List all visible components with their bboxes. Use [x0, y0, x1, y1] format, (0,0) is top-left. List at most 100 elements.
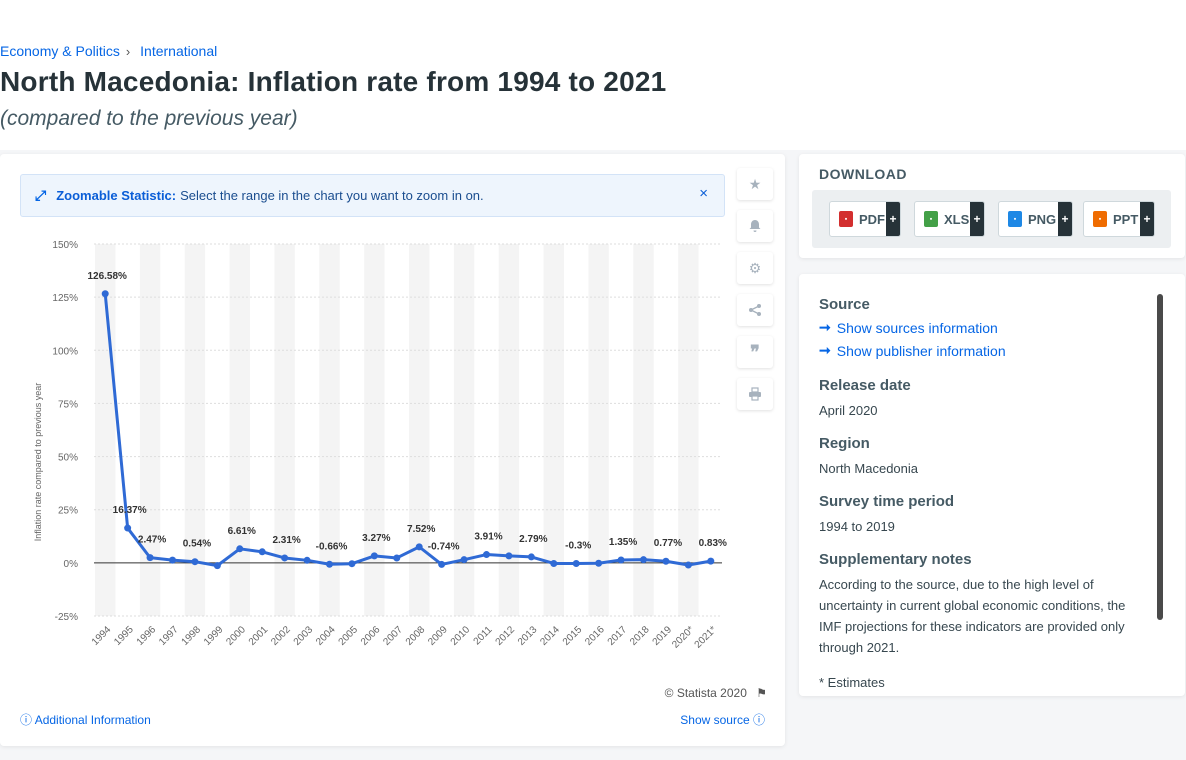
scrollbar-thumb[interactable]: [1157, 294, 1163, 620]
y-tick-label: 150%: [52, 240, 78, 251]
data-point: [213, 562, 221, 570]
x-tick-label: 2015: [561, 624, 585, 648]
additional-information-link[interactable]: ⓘ Additional Information: [20, 711, 151, 728]
column-stripe: [498, 244, 520, 616]
column-stripe: [364, 244, 385, 616]
data-point: [370, 552, 378, 560]
pdf-file-icon: ▪: [839, 211, 853, 227]
data-point: [303, 556, 311, 564]
data-label: 0.77%: [654, 538, 682, 549]
column-stripe: [453, 244, 475, 616]
plus-icon: +: [886, 202, 900, 236]
column-stripe: [633, 244, 654, 616]
page-subtitle: (compared to the previous year): [0, 107, 298, 130]
x-tick-label: 1995: [112, 624, 136, 648]
data-point: [326, 560, 333, 568]
column-stripe: [543, 244, 564, 616]
data-label: -0.74%: [428, 541, 460, 552]
column-stripe: [274, 244, 295, 616]
x-tick-label: 2009: [426, 624, 450, 648]
data-label: 2.31%: [272, 535, 300, 546]
additional-information-label: Additional Information: [34, 713, 151, 727]
pdf-label: PDF: [859, 211, 885, 227]
data-label: 3.91%: [474, 532, 502, 543]
breadcrumb-separator: ›: [125, 43, 131, 59]
y-tick-label: 25%: [58, 506, 78, 517]
zoom-label: Zoomable Statistic:: [56, 188, 177, 203]
show-publisher-link[interactable]: ➞ Show publisher information: [819, 342, 1144, 359]
column-stripe: [229, 244, 250, 616]
breadcrumb-economy-link[interactable]: Economy & Politics: [0, 43, 120, 59]
zoom-banner: ⤢ Zoomable Statistic: Select the range i…: [20, 174, 725, 217]
download-ppt-button[interactable]: ▪ PPT +: [1083, 201, 1155, 237]
x-tick-label: 1998: [180, 624, 204, 648]
data-point: [505, 552, 513, 560]
data-label: 7.52%: [407, 524, 435, 535]
download-xls-button[interactable]: ▪ XLS +: [914, 201, 985, 237]
y-tick-label: 0%: [64, 559, 79, 570]
y-tick-label: 100%: [52, 346, 78, 357]
x-tick-label: 1997: [157, 624, 181, 648]
download-png-button[interactable]: ▪ PNG +: [998, 201, 1073, 237]
expand-icon: ⤢: [35, 187, 47, 203]
data-point: [101, 290, 109, 298]
x-tick-label: 2012: [494, 624, 518, 648]
show-source-link[interactable]: Show source ⓘ: [680, 711, 765, 728]
data-label: -0.66%: [316, 541, 348, 552]
data-point: [707, 557, 715, 565]
print-icon[interactable]: [737, 378, 773, 410]
header-band: [0, 0, 1186, 150]
breadcrumb-international-link[interactable]: International: [140, 43, 218, 59]
notification-bell-icon[interactable]: [737, 210, 773, 242]
data-label: 2.47%: [138, 535, 166, 546]
download-title: DOWNLOAD: [819, 166, 907, 182]
data-point: [169, 556, 176, 564]
x-tick-label: 2002: [269, 624, 293, 648]
release-date-heading: Release date: [819, 377, 911, 394]
ppt-file-icon: ▪: [1093, 211, 1107, 227]
quote-icon[interactable]: ❞: [737, 336, 773, 368]
x-tick-label: 2008: [404, 624, 428, 648]
x-tick-label: 2004: [314, 624, 338, 648]
series-line: [103, 293, 712, 568]
breadcrumb: Economy & Politics › International: [0, 43, 217, 59]
data-label: -0.3%: [565, 540, 591, 551]
png-label: PNG: [1028, 211, 1057, 227]
close-icon[interactable]: ×: [699, 185, 708, 202]
settings-gear-icon[interactable]: ⚙: [737, 252, 773, 284]
data-point: [348, 560, 356, 568]
statistic-info-card: Source ➞ Show sources information ➞ Show…: [799, 274, 1185, 696]
x-tick-label: 2006: [359, 624, 383, 648]
show-sources-link[interactable]: ➞ Show sources information: [819, 319, 1144, 336]
supplementary-notes-value: According to the source, due to the high…: [819, 577, 1126, 655]
data-point: [124, 524, 132, 532]
data-label: 0.83%: [699, 538, 727, 549]
column-stripe: [588, 244, 609, 616]
download-pdf-button[interactable]: ▪ PDF +: [829, 201, 901, 237]
y-tick-label: 50%: [58, 453, 78, 464]
download-buttons: ▪ PDF + ▪ XLS + ▪ PNG + ▪ PPT +: [812, 190, 1171, 248]
data-label: 6.61%: [228, 526, 256, 537]
column-stripe: [139, 244, 161, 616]
x-tick-label: 1999: [202, 624, 226, 648]
xls-label: XLS: [944, 211, 970, 227]
zoom-text: Select the range in the chart you want t…: [180, 188, 484, 203]
favorite-star-icon[interactable]: ★: [737, 168, 773, 200]
x-tick-label: 2010: [449, 624, 473, 648]
flag-icon[interactable]: ⚑: [756, 686, 767, 700]
png-file-icon: ▪: [1008, 211, 1022, 227]
plus-icon: +: [1058, 202, 1072, 236]
info-content: Source ➞ Show sources information ➞ Show…: [819, 296, 1144, 696]
column-stripe: [319, 244, 340, 616]
data-point: [191, 558, 199, 566]
inflation-line-chart[interactable]: -25% 0% 25% 50% 75% 100% 125% 150% Inflation rat…: [0, 224, 730, 664]
data-label: 3.27%: [362, 533, 390, 544]
arrow-right-icon: ➞: [819, 319, 831, 335]
x-tick-label: 2020*: [670, 624, 696, 650]
y-axis-label: Inflation rate compared to previous year: [33, 383, 43, 542]
data-point: [236, 545, 244, 553]
share-icon[interactable]: [737, 294, 773, 326]
column-stripe: [678, 244, 699, 616]
arrow-right-icon: ➞: [819, 342, 831, 358]
show-sources-label: Show sources information: [836, 319, 998, 336]
